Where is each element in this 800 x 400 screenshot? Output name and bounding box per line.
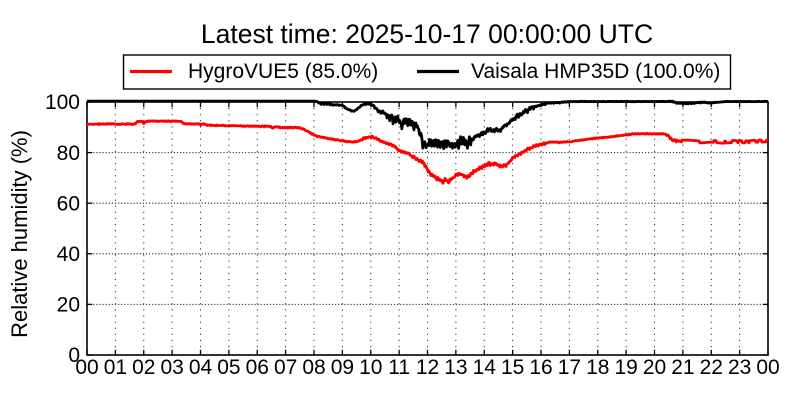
svg-text:05: 05 <box>217 356 240 379</box>
svg-text:18: 18 <box>586 356 609 379</box>
svg-text:06: 06 <box>246 356 269 379</box>
svg-text:02: 02 <box>132 356 155 379</box>
svg-text:00: 00 <box>75 356 98 379</box>
svg-text:07: 07 <box>274 356 297 379</box>
svg-text:Vaisala HMP35D (100.0%): Vaisala HMP35D (100.0%) <box>471 60 720 83</box>
svg-text:10: 10 <box>359 356 382 379</box>
svg-text:13: 13 <box>444 356 467 379</box>
svg-text:Relative humidity (%): Relative humidity (%) <box>7 130 32 338</box>
svg-text:20: 20 <box>57 294 80 317</box>
svg-text:22: 22 <box>700 356 723 379</box>
svg-text:08: 08 <box>302 356 325 379</box>
svg-text:00: 00 <box>756 356 779 379</box>
svg-text:60: 60 <box>57 192 80 215</box>
svg-text:16: 16 <box>529 356 552 379</box>
svg-text:09: 09 <box>331 356 354 379</box>
svg-text:21: 21 <box>671 356 694 379</box>
svg-text:100: 100 <box>45 91 80 114</box>
svg-text:Latest time: 2025-10-17 00:00:: Latest time: 2025-10-17 00:00:00 UTC <box>201 19 653 49</box>
svg-text:14: 14 <box>473 356 497 379</box>
svg-text:0: 0 <box>68 344 80 367</box>
svg-text:80: 80 <box>57 142 80 165</box>
svg-text:20: 20 <box>643 356 666 379</box>
svg-text:19: 19 <box>614 356 637 379</box>
svg-text:23: 23 <box>728 356 751 379</box>
svg-text:11: 11 <box>388 356 410 379</box>
svg-text:12: 12 <box>416 356 439 379</box>
svg-text:03: 03 <box>160 356 183 379</box>
svg-text:17: 17 <box>558 356 581 379</box>
svg-text:40: 40 <box>57 243 80 266</box>
svg-text:01: 01 <box>104 356 127 379</box>
svg-text:HygroVUE5 (85.0%): HygroVUE5 (85.0%) <box>188 60 378 83</box>
svg-text:15: 15 <box>501 356 524 379</box>
svg-text:04: 04 <box>189 356 213 379</box>
